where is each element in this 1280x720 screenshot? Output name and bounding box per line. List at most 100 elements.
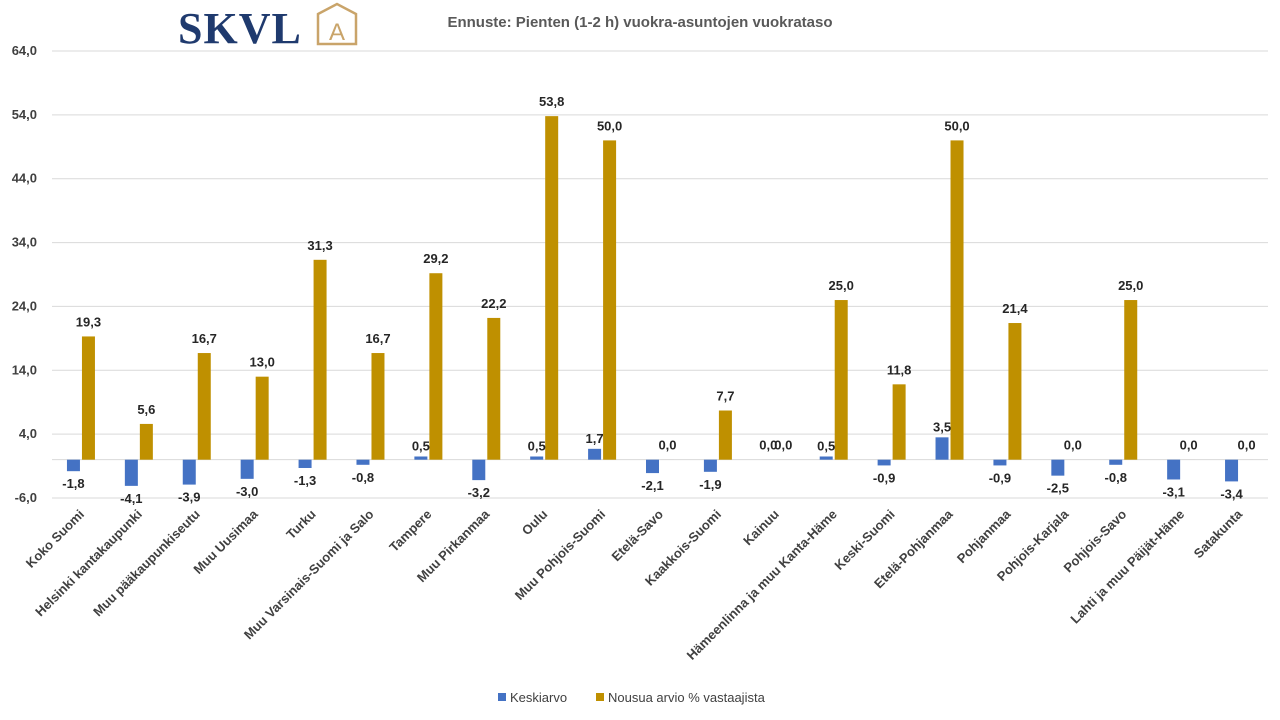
bar-keskiarvo — [66, 459, 80, 472]
bar-nousua — [197, 353, 211, 460]
data-label-nousua: 16,7 — [192, 331, 217, 346]
data-label-keskiarvo: 0,5 — [412, 438, 430, 453]
x-tick-label: Koko Suomi — [23, 507, 87, 571]
y-tick-label: 14,0 — [12, 362, 37, 377]
data-label-keskiarvo: 0,5 — [528, 438, 546, 453]
bar-nousua — [255, 376, 269, 460]
data-label-keskiarvo: -3,9 — [178, 490, 200, 505]
bar-keskiarvo — [356, 459, 370, 465]
y-tick-label: 54,0 — [12, 107, 37, 122]
bar-nousua — [718, 410, 732, 460]
data-label-nousua: 53,8 — [539, 94, 564, 109]
y-tick-label: 44,0 — [12, 171, 37, 186]
data-label-keskiarvo: -1,8 — [62, 476, 84, 491]
data-label-nousua: 50,0 — [944, 118, 969, 133]
data-label-keskiarvo: -3,4 — [1220, 486, 1243, 501]
data-label-keskiarvo: 0,0 — [759, 438, 777, 453]
x-tick-label: Helsinki kantakaupunki — [32, 507, 145, 620]
bar-nousua — [1124, 300, 1138, 460]
data-label-nousua: 22,2 — [481, 296, 506, 311]
data-label-nousua: 0,0 — [658, 438, 676, 453]
bar-keskiarvo — [1225, 459, 1239, 482]
data-label-keskiarvo: -2,5 — [1047, 481, 1069, 496]
bar-keskiarvo — [877, 459, 891, 466]
data-label-keskiarvo: -0,9 — [989, 470, 1011, 485]
bar-keskiarvo — [298, 459, 312, 468]
data-label-nousua: 0,0 — [1064, 438, 1082, 453]
data-label-keskiarvo: -1,3 — [294, 473, 316, 488]
bar-keskiarvo — [240, 459, 254, 479]
data-label-keskiarvo: -1,9 — [699, 477, 721, 492]
data-label-nousua: 25,0 — [829, 278, 854, 293]
data-label-keskiarvo: -3,0 — [236, 484, 258, 499]
bar-nousua — [313, 259, 327, 460]
data-label-keskiarvo: -0,8 — [352, 470, 374, 485]
logo-mark: A — [329, 19, 345, 46]
data-label-keskiarvo: 0,5 — [817, 438, 835, 453]
bar-nousua — [429, 273, 443, 460]
x-tick-label: Turku — [283, 506, 319, 542]
bar-nousua — [950, 140, 964, 460]
data-label-nousua: 16,7 — [365, 331, 390, 346]
data-label-nousua: 29,2 — [423, 251, 448, 266]
data-label-nousua: 21,4 — [1002, 301, 1028, 316]
legend-swatch-keskiarvo — [498, 693, 506, 701]
data-label-nousua: 19,3 — [76, 314, 101, 329]
bar-keskiarvo — [935, 437, 949, 460]
data-label-nousua: 0,0 — [1180, 438, 1198, 453]
data-label-keskiarvo: 3,5 — [933, 419, 951, 434]
skvl-logo: SKVL A — [178, 2, 358, 53]
bar-keskiarvo — [414, 456, 428, 460]
bar-keskiarvo — [530, 456, 544, 460]
data-label-keskiarvo: -2,1 — [641, 478, 663, 493]
bar-keskiarvo — [646, 459, 659, 474]
bar-nousua — [81, 336, 95, 460]
data-label-nousua: 50,0 — [597, 118, 622, 133]
bar-keskiarvo — [182, 459, 196, 485]
gridlines — [52, 50, 1268, 499]
x-tick-label: Oulu — [519, 506, 551, 538]
data-label-keskiarvo: 1,7 — [586, 431, 604, 446]
y-tick-label: -6,0 — [15, 490, 37, 505]
x-tick-label: Muu pääkaupunkiseutu — [90, 506, 203, 619]
y-tick-label: 64,0 — [12, 43, 37, 58]
bar-nousua — [545, 116, 559, 460]
data-label-nousua: 31,3 — [307, 238, 332, 253]
x-tick-label: Tampere — [386, 507, 434, 555]
bar-keskiarvo — [124, 459, 138, 486]
bar-keskiarvo — [819, 456, 833, 460]
legend-swatch-nousua — [596, 693, 604, 701]
bar-keskiarvo — [993, 459, 1007, 466]
logo-house-icon: A — [316, 2, 358, 46]
legend: Keskiarvo Nousua arvio % vastaajista — [498, 690, 766, 705]
chart-title: Ennuste: Pienten (1-2 h) vuokra-asuntoje… — [447, 14, 832, 31]
x-tick-label: Etelä-Savo — [609, 506, 667, 564]
data-label-nousua: 0,0 — [774, 438, 792, 453]
data-label-keskiarvo: -0,8 — [1105, 470, 1127, 485]
bar-nousua — [139, 423, 153, 460]
x-tick-label: Satakunta — [1191, 506, 1246, 561]
bar-nousua — [603, 140, 617, 460]
data-labels: -1,8 19,3 -4,1 5,6 -3,9 16,7 -3,0 13,0 -1,3 31,3 -… — [62, 94, 1255, 506]
legend-label-keskiarvo: Keskiarvo — [510, 690, 567, 705]
bar-nousua — [487, 317, 501, 460]
data-label-keskiarvo: -3,1 — [1162, 484, 1184, 499]
data-label-nousua: 0,0 — [1238, 438, 1256, 453]
bar-nousua — [371, 353, 385, 460]
legend-label-nousua: Nousua arvio % vastaajista — [608, 690, 766, 705]
bar-nousua — [892, 384, 906, 460]
bar-nousua — [834, 300, 848, 460]
y-tick-label: 34,0 — [12, 235, 37, 250]
y-axis-ticks: -6,0 4,0 14,0 24,0 34,0 44,0 54,0 64,0 — [12, 43, 37, 505]
bars — [66, 116, 1254, 486]
data-label-keskiarvo: -4,1 — [120, 491, 142, 506]
logo-text: SKVL — [178, 4, 302, 53]
bar-nousua — [1008, 323, 1022, 460]
data-label-keskiarvo: -3,2 — [468, 485, 490, 500]
bar-keskiarvo — [1109, 459, 1123, 465]
x-tick-label: Pohjanmaa — [954, 506, 1014, 566]
y-tick-label: 24,0 — [12, 298, 37, 313]
bar-keskiarvo — [1051, 459, 1065, 476]
